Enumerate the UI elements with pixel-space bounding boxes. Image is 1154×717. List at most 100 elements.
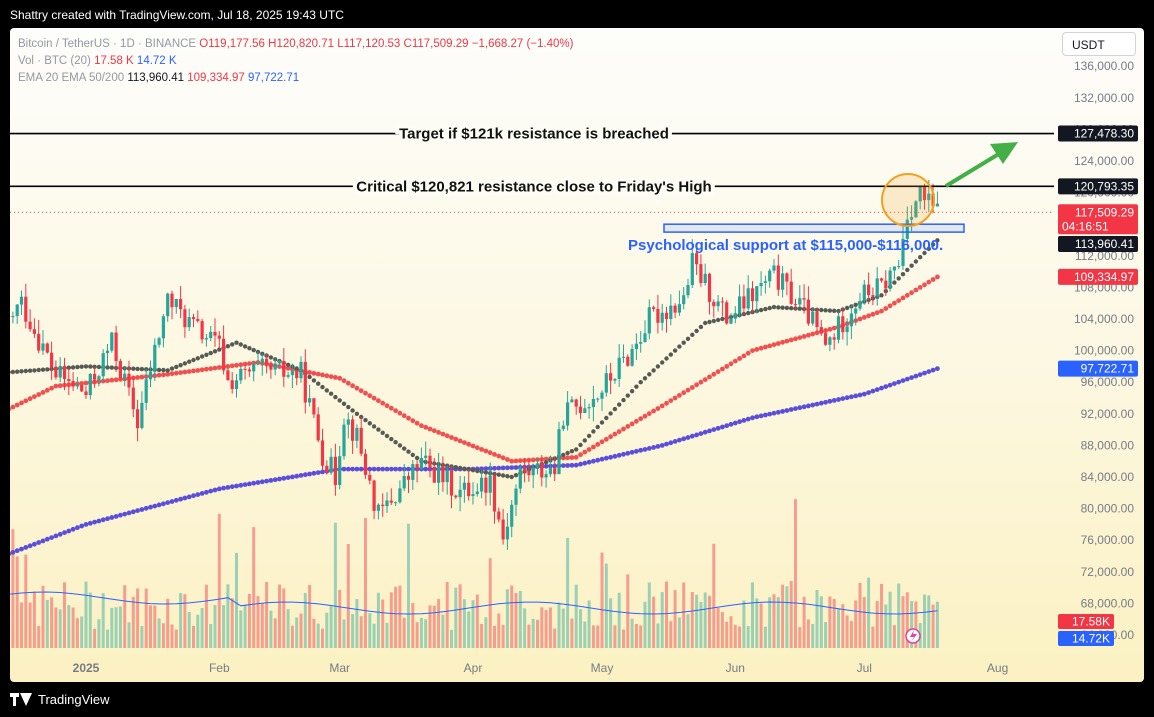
candle-body — [755, 286, 759, 302]
candle-body — [527, 471, 531, 476]
candle-body — [854, 308, 858, 314]
candle-body — [862, 284, 866, 301]
volume-bar — [888, 591, 892, 648]
ema50-line-point — [750, 348, 755, 353]
candle-body — [841, 316, 845, 333]
ema50-line-point — [496, 453, 502, 459]
volume-bar — [527, 624, 531, 648]
legend-high: H120,820.71 — [268, 38, 335, 50]
ema50-line-point — [599, 439, 605, 445]
ema50-line-point — [810, 331, 816, 337]
ema20-line-point — [251, 347, 256, 353]
ema200-line-point — [139, 507, 145, 512]
price-tag-label: 120,793.35 — [1074, 179, 1134, 193]
ema20-line-point — [174, 364, 179, 370]
candle-body — [50, 352, 54, 368]
ema200-line-point — [857, 392, 863, 398]
volume-bar — [656, 623, 660, 648]
legend: Bitcoin / TetherUS · 1D · BINANCE O119,1… — [18, 36, 573, 87]
ema50-line-point — [216, 365, 222, 370]
ema20-line-point — [294, 366, 299, 371]
volume-bar — [660, 592, 664, 648]
volume-bar — [411, 603, 415, 648]
ema200-line-point — [311, 470, 317, 476]
candle-body — [19, 296, 24, 305]
ema50-line-point — [165, 371, 171, 377]
ema200-line-point — [806, 403, 811, 409]
candle-body — [157, 338, 161, 345]
volume-bar — [849, 621, 853, 648]
volume-bar — [880, 584, 883, 648]
volume-bar — [665, 581, 668, 648]
volume-bar — [471, 600, 475, 648]
candle-body — [123, 373, 127, 379]
volume-bar — [235, 552, 238, 648]
ema20-line-point — [320, 384, 325, 390]
candle-body — [523, 467, 527, 472]
volume-bar — [858, 582, 862, 648]
ema50-line-point — [801, 334, 807, 339]
ema50-line-point — [582, 449, 588, 455]
ema50-line-point — [638, 416, 644, 422]
ema20-line-point — [599, 420, 605, 425]
ema20-line-point — [208, 350, 213, 356]
candle-body — [41, 343, 45, 351]
price-tag — [1058, 236, 1138, 252]
volume-bar — [673, 590, 677, 648]
ema200-line-point — [126, 510, 132, 516]
candle-body — [686, 285, 690, 296]
volume-bar — [781, 584, 785, 648]
currency-button[interactable]: USDT — [1062, 32, 1136, 56]
legend-vol-label[interactable]: Vol · BTC (20) — [18, 55, 91, 67]
ema20-line-point — [268, 355, 274, 360]
ema20-line-point — [823, 308, 828, 313]
candle-body — [148, 371, 153, 380]
ema20-line-point — [930, 242, 936, 247]
ema20-line-point — [715, 317, 721, 323]
volume-bar — [845, 615, 849, 648]
ema200-line-point — [728, 421, 734, 427]
volume-bar — [424, 619, 428, 648]
ema200-line-point — [913, 373, 919, 379]
ema50-line-point — [204, 366, 209, 372]
ema200-line-point — [496, 465, 502, 471]
ema20-line-point — [621, 397, 626, 403]
ema50-line-point — [337, 375, 343, 381]
ema20-line-point — [470, 468, 476, 473]
ema50-line-point — [689, 385, 695, 390]
candle-body — [234, 380, 239, 389]
ema50-line-point — [715, 369, 721, 375]
candle-body — [131, 387, 135, 410]
ema20-line-point — [204, 352, 209, 357]
ema20-line-point — [668, 352, 673, 357]
y-tick-label: 80,000.00 — [1081, 502, 1135, 516]
candle-body — [381, 504, 385, 507]
ema20-line-point — [328, 391, 334, 396]
candle-body — [230, 380, 234, 389]
volume-bar — [454, 587, 458, 648]
volume-ma-line — [10, 591, 938, 615]
ema50-line-point — [350, 383, 355, 389]
volume-bar — [192, 625, 195, 648]
ema50-line-point — [909, 290, 914, 296]
ema200-line-point — [651, 445, 656, 450]
ema20-line-point — [638, 380, 643, 385]
ema20-line-point — [909, 263, 914, 268]
ema50-line-point — [182, 369, 188, 375]
ema200-line-point — [380, 466, 386, 472]
legend-symbol[interactable]: Bitcoin / TetherUS · 1D · BINANCE — [18, 38, 197, 50]
ema20-line-point — [380, 430, 385, 435]
volume-bar — [505, 589, 509, 648]
candle-body — [785, 273, 789, 282]
ema200-line-point — [698, 431, 704, 436]
ema200-line-point — [775, 409, 781, 415]
ema50-line-point — [646, 411, 652, 416]
ema200-line-point — [186, 494, 192, 500]
price-chart[interactable]: 136,000.00132,000.00128,000.00124,000.00… — [10, 28, 1144, 682]
ema20-line-point — [677, 344, 682, 349]
ema200-line-point — [831, 398, 837, 403]
ema200-line-point — [887, 382, 893, 388]
volume-bar — [600, 552, 604, 648]
ema20-line-point — [922, 250, 927, 256]
legend-ema-label[interactable]: EMA 20 EMA 50/200 — [18, 72, 125, 84]
